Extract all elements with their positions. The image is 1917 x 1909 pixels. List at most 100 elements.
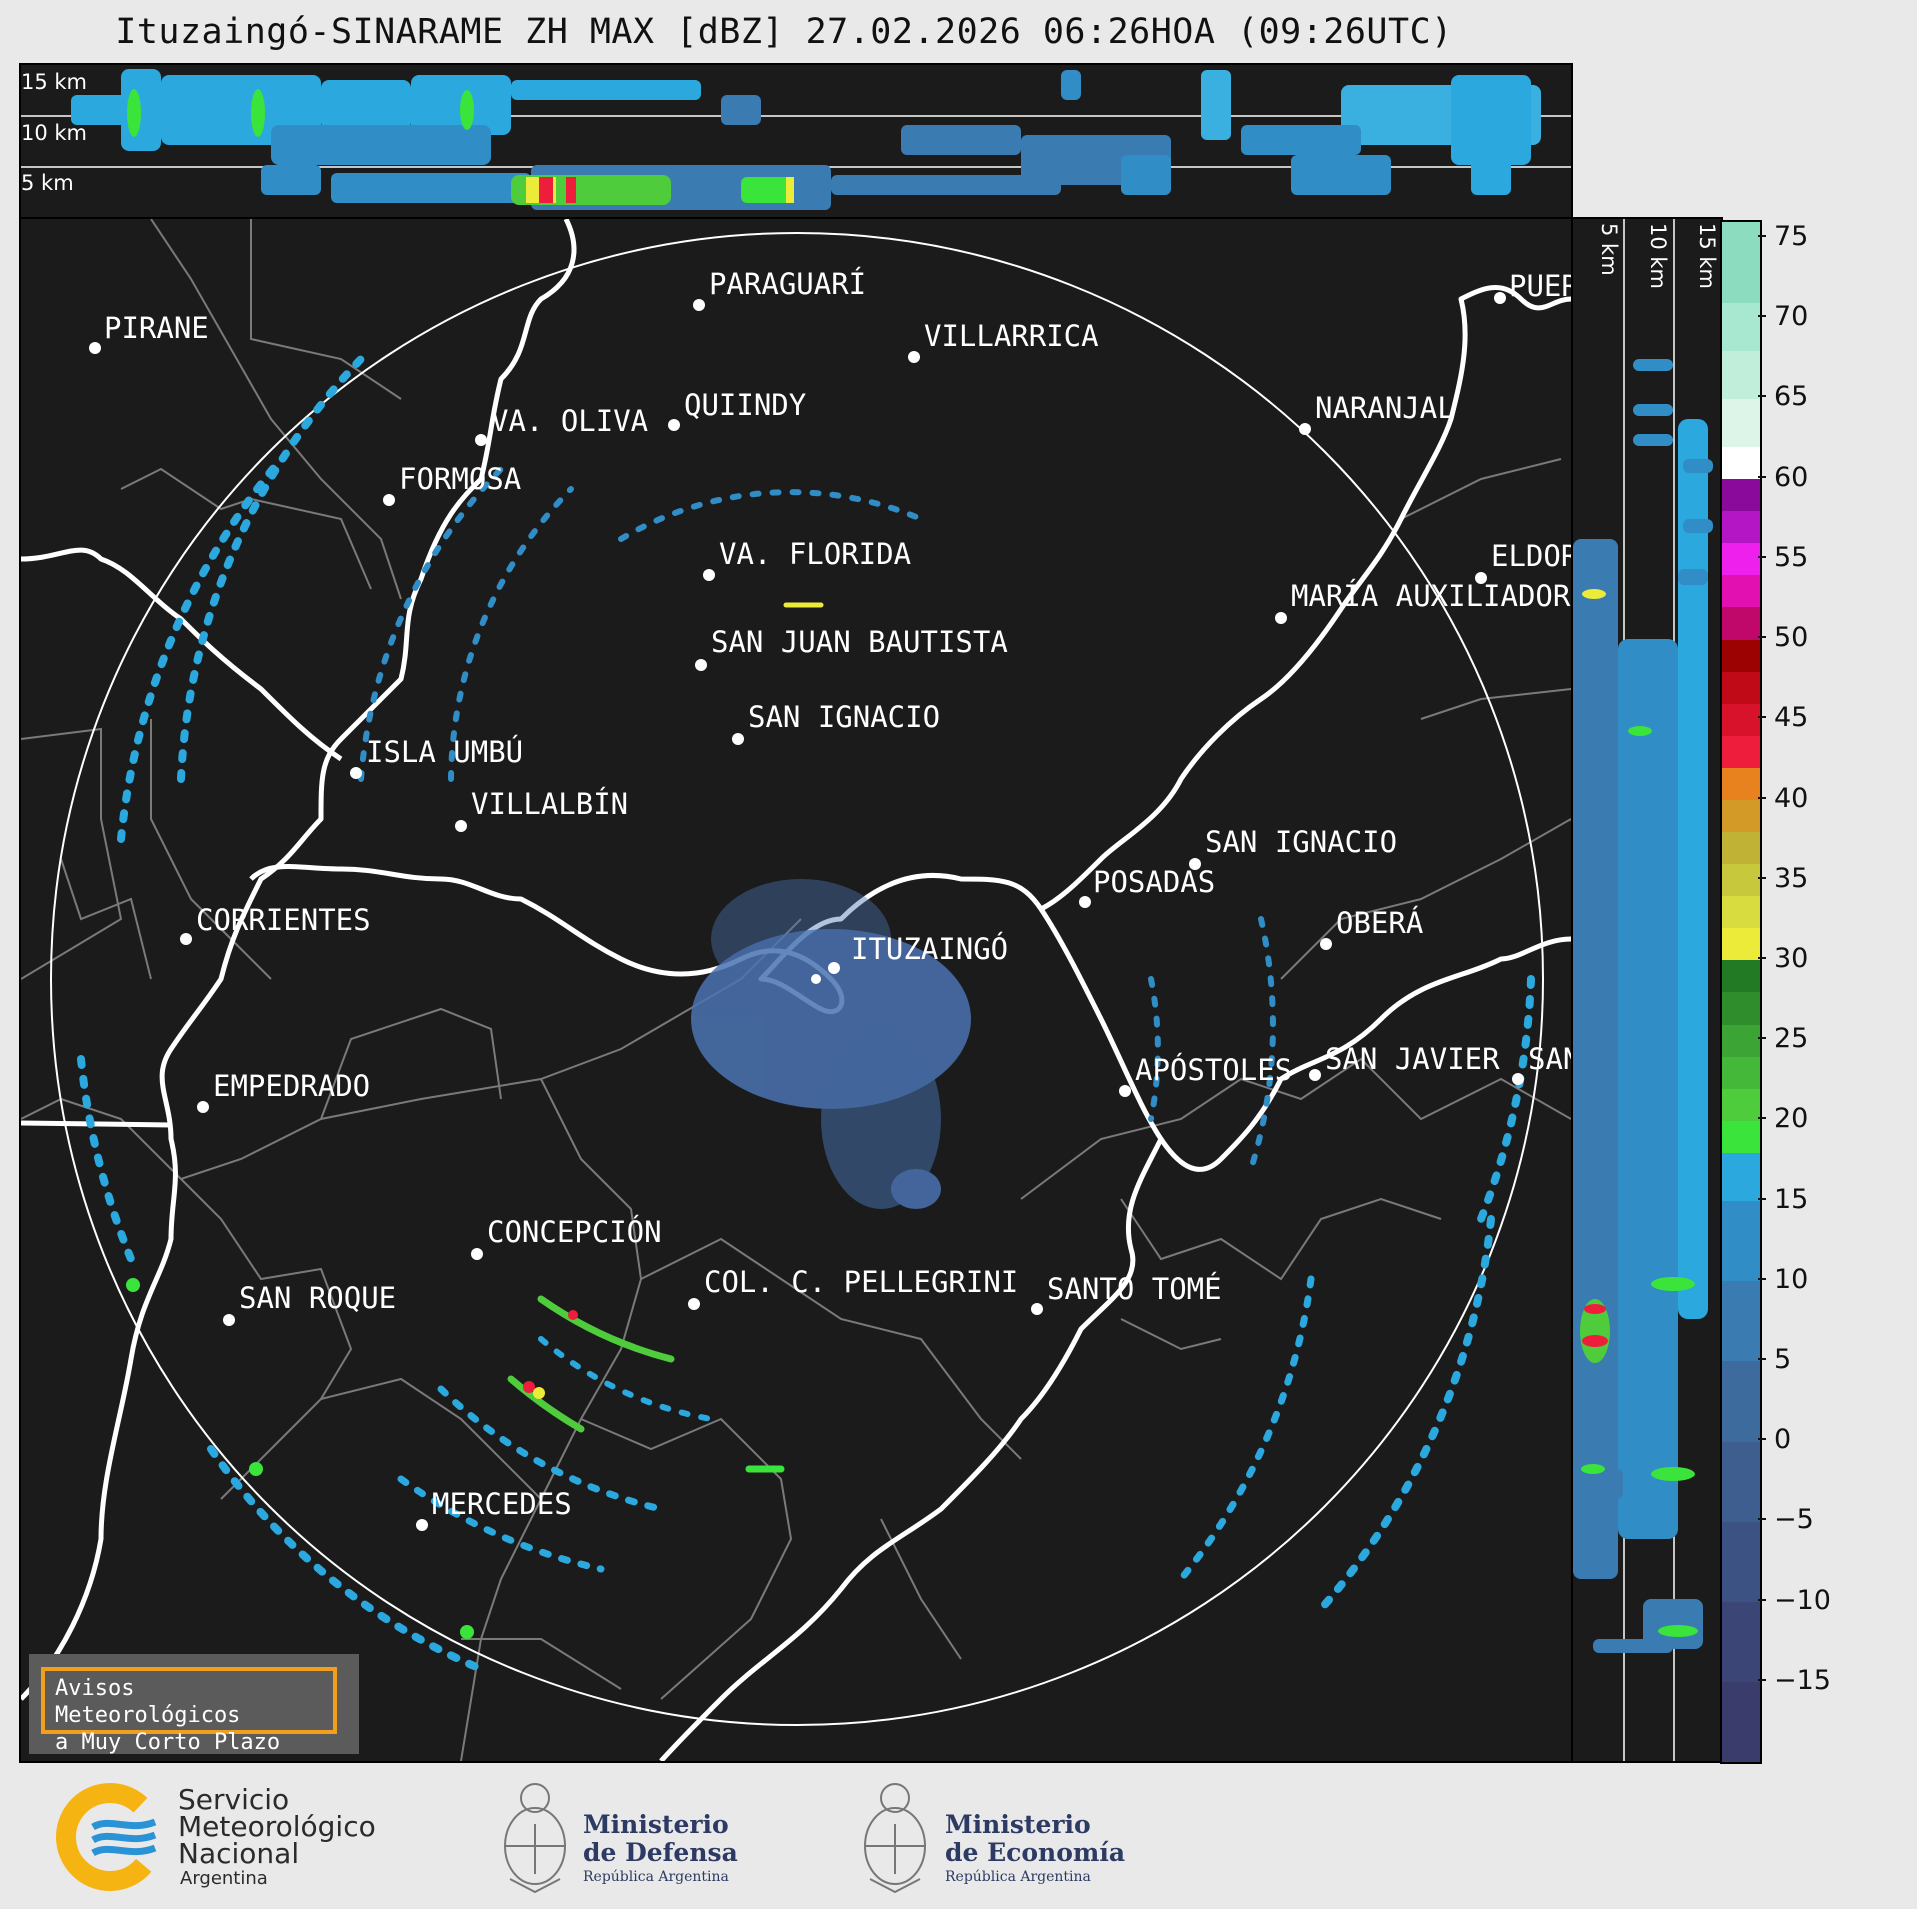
defensa-line2: de Defensa xyxy=(583,1838,738,1867)
smn-line4: Argentina xyxy=(180,1868,268,1889)
city-label: EMPEDRADO xyxy=(213,1069,371,1103)
colorbar-step xyxy=(1722,222,1760,303)
city-label: PUERTO xyxy=(1509,269,1571,303)
city-label: SAN IGNACIO xyxy=(1205,825,1398,859)
city-marker xyxy=(828,962,840,974)
city-marker xyxy=(471,1248,483,1260)
colorbar-step xyxy=(1722,959,1760,993)
city-marker xyxy=(732,733,744,745)
colorbar-tick-label: 5 xyxy=(1757,1346,1791,1373)
colorbar-tick-label: −15 xyxy=(1758,1667,1831,1694)
colorbar-tick-label: 50 xyxy=(1757,624,1808,651)
colorbar-step xyxy=(1722,735,1760,768)
city-label: SANTO TOMÉ xyxy=(1047,1272,1222,1306)
city-marker xyxy=(695,659,707,671)
city-label: SAN JAVIER xyxy=(1325,1042,1500,1076)
city-marker xyxy=(180,933,192,945)
altitude-label-5km: 5 km xyxy=(21,171,74,195)
colorbar-step xyxy=(1722,607,1760,640)
defensa-shield-icon xyxy=(504,1783,566,1894)
defensa-line3: República Argentina xyxy=(583,1869,729,1885)
colorbar-step xyxy=(1722,671,1760,704)
ground-clutter xyxy=(691,879,971,1209)
colorbar-step xyxy=(1722,1024,1760,1057)
city-marker xyxy=(455,820,467,832)
city-marker xyxy=(89,342,101,354)
top-cross-section-panel: 15 km 10 km 5 km xyxy=(19,63,1573,219)
colorbar-step xyxy=(1722,799,1760,833)
colorbar-tick-label: −10 xyxy=(1758,1587,1831,1614)
warning-line-1: Avisos Meteorológicos xyxy=(55,1676,241,1728)
colorbar-step xyxy=(1722,1521,1760,1603)
city-marker xyxy=(693,299,705,311)
city-marker xyxy=(1189,858,1201,870)
side-altitude-label-15km: 15 km xyxy=(1695,223,1719,290)
colorbar-tick-label: 10 xyxy=(1757,1266,1808,1293)
colorbar-tick-label: 25 xyxy=(1757,1025,1808,1052)
city-label: CORRIENTES xyxy=(196,903,371,937)
colorbar-step xyxy=(1722,1441,1760,1522)
city-label: PIRANE xyxy=(104,311,209,345)
city-marker xyxy=(1119,1085,1131,1097)
colorbar-step xyxy=(1722,1200,1760,1282)
colorbar-tick-label: 60 xyxy=(1757,464,1808,491)
city-label: PARAGUARÍ xyxy=(709,267,867,301)
city-marker xyxy=(1299,423,1311,435)
colorbar-tick-label: 75 xyxy=(1757,223,1808,250)
city-marker xyxy=(1309,1069,1321,1081)
city-label: APÓSTOLES xyxy=(1135,1053,1293,1087)
range-ring xyxy=(50,232,1544,1726)
city-marker xyxy=(1031,1303,1043,1315)
radar-site xyxy=(811,974,821,984)
city-label: MERCEDES xyxy=(432,1487,572,1521)
colorbar-step xyxy=(1722,863,1760,897)
colorbar-tick-label: 20 xyxy=(1757,1105,1808,1132)
economia-shield-icon xyxy=(864,1783,926,1894)
colorbar-tick-label: 55 xyxy=(1757,544,1808,571)
city-marker xyxy=(1475,572,1487,584)
radar-map-panel: PIRANE PARAGUARÍ VILLARRICA QUIINDY VA. OLIV… xyxy=(19,217,1573,1763)
strong-echo-arcs xyxy=(126,602,824,1639)
colorbar-tick-label: 40 xyxy=(1757,785,1808,812)
city-label: OBERÁ xyxy=(1336,906,1424,940)
echo-arcs xyxy=(77,355,1535,1673)
side-altitude-label-10km: 10 km xyxy=(1646,223,1670,290)
city-label: ITUZAINGÓ xyxy=(851,932,1009,966)
altitude-label-10km: 10 km xyxy=(21,121,88,145)
colorbar-step xyxy=(1722,510,1760,544)
city-label: VA. FLORIDA xyxy=(719,537,912,571)
city-label: NARANJAL xyxy=(1315,391,1455,425)
city-label: SAN IGNACIO xyxy=(748,700,941,734)
river-borders xyxy=(21,219,1571,1761)
city-label: POSADAS xyxy=(1093,865,1216,899)
top-cross-section-echoes xyxy=(21,69,1571,210)
economia-line3: República Argentina xyxy=(945,1869,1091,1885)
warning-box: Avisos Meteorológicos a Muy Corto Plazo xyxy=(29,1654,359,1755)
city-label: SAN ROQUE xyxy=(239,1281,397,1315)
city-label: VILLARRICA xyxy=(924,319,1099,353)
city-marker xyxy=(416,1519,428,1531)
radar-map xyxy=(21,219,1571,1761)
colorbar-tick-label: 0 xyxy=(1757,1426,1791,1453)
city-marker xyxy=(383,494,395,506)
colorbar-step xyxy=(1722,639,1760,672)
smn-logo-icon xyxy=(56,1783,164,1891)
city-label: SAN JUAN BAUTISTA xyxy=(711,625,1008,659)
footer: Servicio Meteorológico Nacional Argentin… xyxy=(0,1762,1917,1909)
colorbar-step xyxy=(1722,542,1760,576)
colorbar-step xyxy=(1722,1681,1760,1762)
side-altitude-label-5km: 5 km xyxy=(1597,223,1621,276)
page-title: Ituzaingó-SINARAME ZH MAX [dBZ] 27.02.20… xyxy=(115,12,1453,52)
colorbar-step xyxy=(1722,1088,1760,1121)
city-marker xyxy=(908,351,920,363)
city-marker xyxy=(223,1314,235,1326)
smn-line3: Nacional xyxy=(178,1837,300,1870)
city-label: QUIINDY xyxy=(684,388,807,422)
city-marker xyxy=(668,419,680,431)
city-marker xyxy=(703,569,715,581)
warning-box-label: Avisos Meteorológicos a Muy Corto Plazo xyxy=(41,1667,337,1755)
smn-line1: Servicio xyxy=(178,1783,290,1816)
colorbar-step xyxy=(1722,1152,1760,1202)
colorbar-step xyxy=(1722,992,1760,1025)
colorbar-step xyxy=(1722,895,1760,929)
